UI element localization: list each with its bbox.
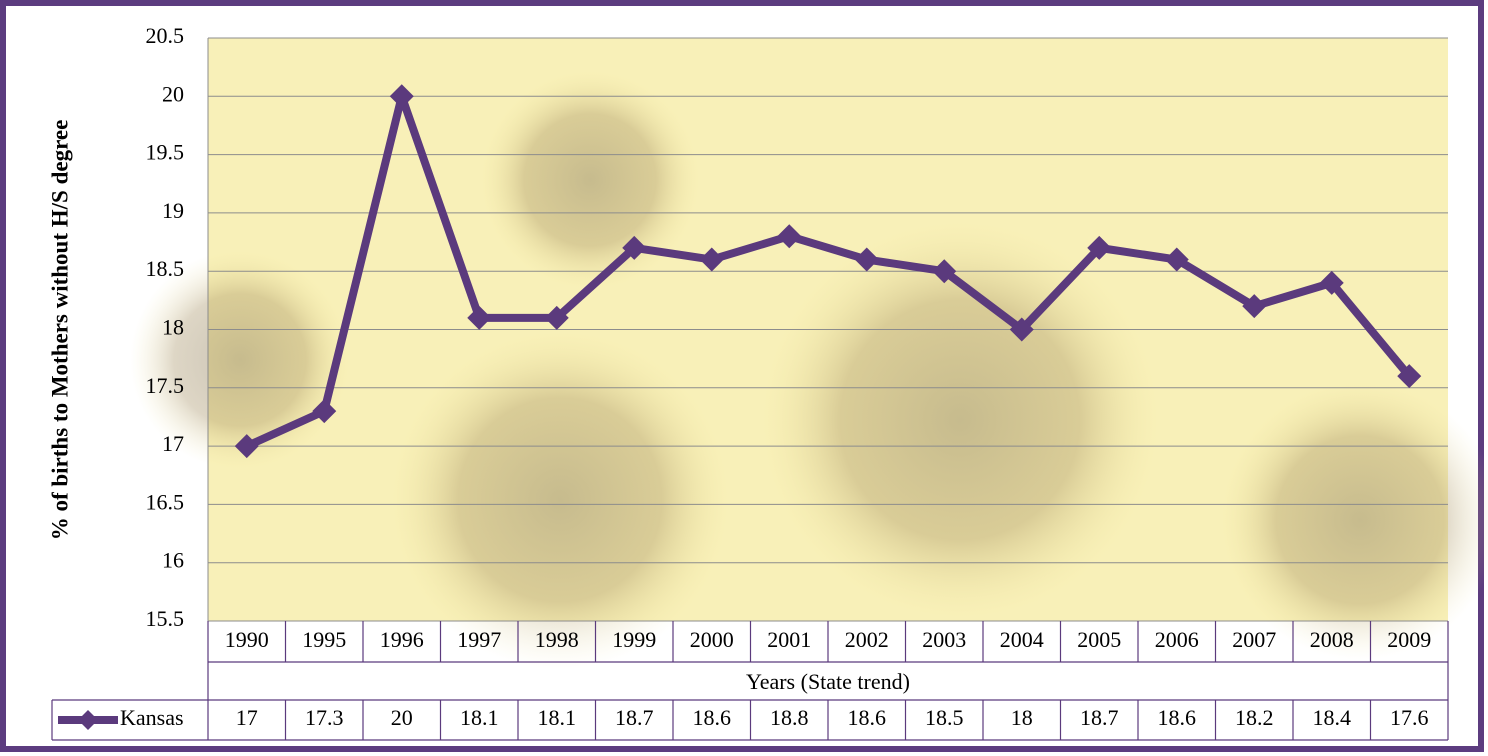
y-tick-label: 20.5	[146, 23, 185, 48]
table-value: 18.7	[1080, 705, 1119, 730]
y-tick-label: 19.5	[146, 140, 185, 165]
x-axis-title: Years (State trend)	[746, 669, 910, 694]
marker	[1164, 247, 1189, 272]
x-tick-label: 2008	[1310, 627, 1354, 652]
table-value: 18.1	[538, 705, 577, 730]
plot-background	[130, 38, 1488, 670]
x-tick-label: 2005	[1077, 627, 1121, 652]
x-tick-label: 2004	[1000, 627, 1044, 652]
marker	[389, 84, 414, 109]
table-value: 18.6	[693, 705, 732, 730]
x-tick-label: 1999	[612, 627, 656, 652]
marker	[1009, 317, 1034, 342]
table-value: 17.6	[1390, 705, 1429, 730]
marker	[544, 305, 569, 330]
marker	[622, 235, 647, 260]
x-tick-label: 2003	[922, 627, 966, 652]
marker	[932, 259, 957, 284]
table-value: 20	[391, 705, 413, 730]
marker	[1087, 235, 1112, 260]
marker	[699, 247, 724, 272]
y-tick-label: 16.5	[146, 489, 185, 514]
x-tick-label: 1997	[457, 627, 501, 652]
table-value: 18.7	[615, 705, 654, 730]
marker	[1319, 270, 1344, 295]
marker	[312, 399, 337, 424]
x-tick-label: 2001	[767, 627, 811, 652]
series-line	[245, 92, 1413, 450]
table-value: 18.5	[925, 705, 964, 730]
y-tick-label: 20	[162, 81, 184, 106]
x-tick-label: 1995	[302, 627, 346, 652]
y-tick-label: 15.5	[146, 606, 185, 631]
table-value: 18.8	[770, 705, 809, 730]
marker	[234, 434, 259, 459]
x-tick-label: 2006	[1155, 627, 1199, 652]
marker	[1242, 294, 1267, 319]
legend-label: Kansas	[120, 705, 184, 730]
table-value: 18.6	[848, 705, 887, 730]
table-value: 17	[236, 705, 258, 730]
table-value: 18.1	[460, 705, 499, 730]
y-tick-label: 17	[162, 431, 184, 456]
y-tick-label: 19	[162, 198, 184, 223]
table-value: 17.3	[305, 705, 344, 730]
table-value: 18.2	[1235, 705, 1274, 730]
x-tick-label: 1990	[225, 627, 269, 652]
marker	[467, 305, 492, 330]
table-value: 18	[1011, 705, 1033, 730]
marker	[777, 224, 802, 249]
legend-marker	[78, 710, 98, 730]
table-value: 18.6	[1158, 705, 1197, 730]
marker	[854, 247, 879, 272]
y-tick-label: 18.5	[146, 256, 185, 281]
x-tick-label: 2002	[845, 627, 889, 652]
y-tick-label: 16	[162, 548, 184, 573]
x-tick-label: 1998	[535, 627, 579, 652]
marker	[1397, 364, 1422, 389]
x-tick-label: 1996	[380, 627, 424, 652]
y-tick-label: 18	[162, 315, 184, 340]
y-axis-title: % of births to Mothers without H/S degre…	[47, 120, 72, 541]
x-tick-label: 2000	[690, 627, 734, 652]
x-tick-label: 2007	[1232, 627, 1276, 652]
x-tick-label: 2009	[1387, 627, 1431, 652]
y-tick-label: 17.5	[146, 373, 185, 398]
table-value: 18.4	[1313, 705, 1352, 730]
